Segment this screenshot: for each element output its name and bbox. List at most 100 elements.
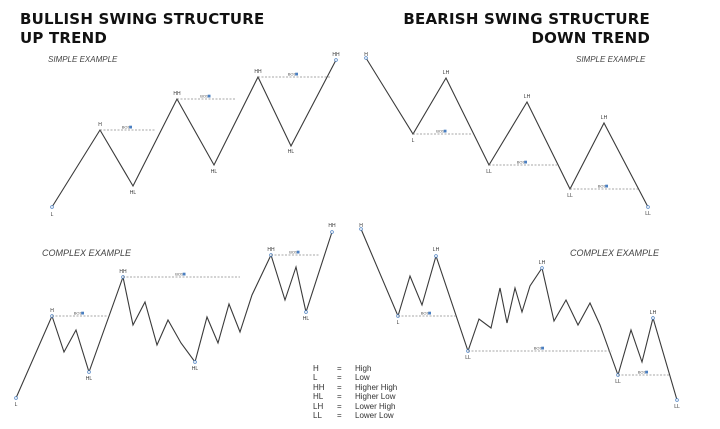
swing-point-marker (651, 316, 655, 320)
swing-label-hh: HH (119, 269, 127, 275)
swing-label-hh: HH (254, 69, 262, 75)
swing-point-marker (193, 360, 197, 364)
bearish-simple-price-path (365, 57, 649, 208)
bos-marker (541, 346, 544, 350)
swing-point-marker (334, 58, 338, 62)
swing-label-hl: HL (86, 376, 93, 382)
swing-label-ll: LL (486, 169, 492, 175)
legend-row: LL = Lower Low (313, 411, 397, 420)
legend-eq: = (337, 411, 342, 421)
bullish-title-line1: BULLISH SWING STRUCTURE (20, 10, 265, 28)
bearish-complex-price-path (360, 228, 678, 401)
legend-eq: = (337, 392, 342, 402)
legend-meaning: Low (355, 373, 370, 383)
swing-label-hl: HL (288, 149, 295, 155)
bearish-title-line2: DOWN TREND (531, 29, 650, 47)
swing-label-l: L (412, 138, 415, 144)
bullish-title-line2: UP TREND (20, 29, 108, 47)
legend-row: H = High (313, 364, 397, 373)
swing-label-lh: LH (601, 115, 608, 121)
swing-label-lh: LH (433, 247, 440, 253)
swing-label-ll: LL (615, 379, 621, 385)
bearish-complex-label: COMPLEX EXAMPLE (570, 248, 660, 258)
bos-label: BOS (289, 249, 298, 254)
swing-label-l: L (397, 320, 400, 326)
bos-label: BOS (122, 124, 131, 129)
swing-label-h: H (364, 52, 368, 58)
bullish-complex-label: COMPLEX EXAMPLE (42, 248, 132, 258)
bos-label: BOS (200, 93, 209, 98)
swing-point-marker (434, 254, 438, 258)
swing-point-marker (304, 310, 308, 314)
bearish-simple-label: SIMPLE EXAMPLE (576, 55, 646, 64)
swing-label-lh: LH (539, 260, 546, 266)
legend: H = High L = Low HH = Higher High HL = Higher Lo… (313, 364, 397, 420)
legend-abbr: LL (313, 411, 322, 421)
legend-eq: = (337, 382, 342, 392)
bullish-simple-price-path (51, 59, 337, 208)
legend-row: LH = Lower High (313, 402, 397, 411)
bos-label: BOS (175, 271, 184, 276)
legend-row: L = Low (313, 373, 397, 382)
swing-label-ll: LL (465, 355, 471, 361)
swing-label-lh: LH (524, 94, 531, 100)
legend-meaning: Lower Low (355, 411, 394, 421)
legend-eq: = (337, 373, 342, 383)
legend-eq: = (337, 364, 342, 373)
swing-point-marker (359, 227, 363, 231)
bos-marker (207, 94, 211, 98)
swing-label-h: H (50, 308, 54, 314)
swing-point-marker (50, 205, 54, 209)
bos-label: BOS (598, 183, 607, 188)
swing-label-hh: HH (267, 247, 275, 253)
bos-marker (129, 125, 132, 129)
swing-label-lh: LH (443, 70, 450, 76)
legend-eq: = (337, 401, 342, 411)
bos-marker (182, 272, 186, 276)
swing-point-marker (646, 205, 650, 209)
bos-marker (605, 184, 608, 188)
swing-label-ll: LL (567, 193, 573, 199)
swing-point-marker (675, 398, 679, 402)
swing-point-marker (14, 396, 18, 400)
bullish-simple-label: SIMPLE EXAMPLE (48, 55, 118, 64)
swing-point-marker (330, 230, 334, 234)
swing-point-marker (364, 56, 368, 60)
legend-meaning: High (355, 364, 372, 373)
swing-label-h: H (359, 223, 363, 229)
bos-marker (428, 311, 431, 315)
bullish-complex-price-path (15, 231, 333, 399)
swing-label-hh: HH (173, 91, 181, 97)
legend-abbr: HH (313, 382, 325, 392)
bearish-title: BEARISH SWING STRUCTURE DOWN TREND (403, 10, 650, 48)
swing-label-ll: LL (645, 211, 651, 217)
bos-label: BOS (638, 369, 647, 374)
bos-marker (443, 129, 447, 133)
legend-abbr: H (313, 364, 319, 373)
bos-label: BOS (517, 159, 526, 164)
swing-label-hl: HL (130, 190, 137, 196)
legend-row: HH = Higher High (313, 383, 397, 392)
bullish-title: BULLISH SWING STRUCTURE UP TREND (20, 10, 265, 48)
legend-meaning: Higher Low (355, 392, 396, 402)
swing-point-marker (87, 370, 91, 374)
bos-label: BOS (74, 310, 83, 315)
swing-label-ll: LL (674, 404, 680, 410)
legend-abbr: HL (313, 392, 324, 402)
legend-row: HL = Higher Low (313, 392, 397, 401)
bos-marker (524, 160, 527, 164)
bos-label: BOS (436, 128, 445, 133)
bos-label: BOS (288, 71, 297, 76)
bos-marker (296, 250, 300, 254)
bearish-title-line1: BEARISH SWING STRUCTURE (403, 10, 650, 28)
legend-abbr: LH (313, 401, 324, 411)
swing-label-hh: HH (328, 223, 336, 229)
bos-label: BOS (534, 345, 543, 350)
bos-marker (295, 72, 298, 76)
swing-label-hl: HL (303, 316, 310, 322)
swing-label-l: L (15, 402, 18, 408)
swing-label-hl: HL (211, 169, 218, 175)
swing-point-marker (540, 266, 544, 270)
swing-label-lh: LH (650, 310, 657, 316)
